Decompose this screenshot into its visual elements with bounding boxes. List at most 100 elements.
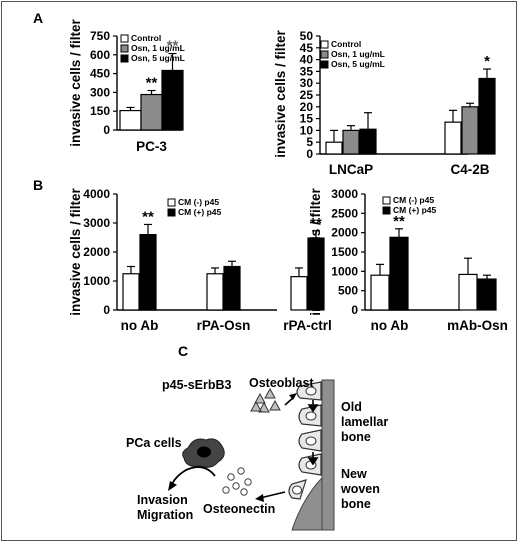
legend-swatch: [120, 44, 129, 53]
y-axis-label: invasive cells / filter: [68, 18, 83, 146]
bar: [478, 77, 496, 155]
bar: [477, 278, 497, 311]
bar: [389, 236, 409, 311]
osteonectin-arrow: [255, 491, 286, 502]
y-tick-label: 40: [300, 53, 314, 67]
legend-label: Control: [331, 39, 361, 49]
category-label: LNCaP: [329, 162, 373, 177]
y-tick-label: 600: [90, 48, 110, 62]
new-bone-growth: [291, 476, 323, 531]
panel-label-a: A: [33, 10, 43, 26]
legend-swatch: [320, 60, 329, 69]
y-tick-label: 2500: [331, 206, 358, 220]
bar: [359, 128, 377, 155]
legend-swatch: [320, 40, 329, 49]
label-old-bone-2: lamellar: [341, 415, 388, 429]
legend-label: Osn, 5 ug/mL: [131, 53, 185, 63]
differentiation-arrows: [307, 400, 319, 466]
bar: [370, 274, 390, 311]
bar: [444, 121, 462, 155]
significance-mark: **: [146, 75, 158, 92]
y-tick-label: 5: [306, 135, 313, 149]
label-old-bone-1: Old: [341, 400, 362, 414]
y-tick-label: 30: [300, 76, 314, 90]
y-tick-label: 500: [338, 284, 358, 298]
significance-mark: **: [142, 208, 154, 225]
y-tick-label: 35: [300, 64, 314, 78]
bar: [458, 273, 478, 311]
label-new-bone-1: New: [341, 467, 367, 481]
y-tick-label: 2000: [83, 245, 110, 259]
y-tick-label: 0: [306, 147, 313, 161]
y-tick-label: 2000: [331, 226, 358, 240]
y-tick-label: 0: [351, 303, 358, 317]
chart-3: 0 500 1000 1500 2000 2500 3000 invasive cells /…: [308, 187, 508, 333]
label-old-bone-3: bone: [341, 430, 371, 444]
osteoblast-cell: [298, 429, 322, 452]
legend-swatch: [382, 206, 391, 215]
category-label: no Ab: [371, 318, 409, 333]
y-tick-label: 15: [300, 112, 314, 126]
bar: [206, 273, 224, 311]
invasion-arrow: [168, 466, 216, 491]
y-tick-label: 300: [90, 85, 110, 99]
y-tick-label: 150: [90, 104, 110, 118]
label-new-bone-3: bone: [341, 497, 371, 511]
osteoblast-cell: [298, 453, 322, 476]
legend-label: Osn, 1 ug/mL: [131, 43, 185, 53]
legend-swatch: [120, 34, 129, 43]
y-tick-label: 450: [90, 67, 110, 81]
legend-label: CM (-) p45: [393, 195, 434, 205]
bar: [290, 276, 308, 311]
category-label: mAb-Osn: [447, 318, 508, 333]
pca-cell: [182, 438, 225, 468]
bar: [140, 93, 163, 131]
bar: [122, 273, 140, 311]
legend-swatch: [167, 198, 176, 207]
y-axis-label: invasive cells / filter: [68, 187, 83, 315]
bone-matrix: [321, 379, 335, 531]
chart-0: 0 150 300 450 600 750 invasive cells / filter P…: [68, 18, 185, 154]
legend-label: Osn, 5 ug/mL: [331, 59, 385, 69]
bar: [342, 129, 360, 155]
y-axis-label: invasive cells / filter: [273, 29, 288, 157]
category-label: rPA-Osn: [197, 318, 251, 333]
y-tick-label: 20: [300, 100, 314, 114]
legend-swatch: [382, 196, 391, 205]
legend-label: CM (-) p45: [178, 197, 219, 207]
legend-label: Control: [131, 33, 161, 43]
osteoblast-cell: [298, 404, 322, 427]
label-osteoblast: Osteoblast: [249, 376, 314, 390]
y-tick-label: 50: [300, 29, 314, 43]
significance-mark: **: [310, 215, 322, 232]
y-tick-label: 750: [90, 29, 110, 43]
legend-swatch: [320, 50, 329, 59]
significance-mark: **: [167, 38, 179, 55]
panel-label-c: C: [178, 343, 188, 359]
y-tick-label: 1500: [331, 245, 358, 259]
label-invasion: Invasion: [137, 493, 188, 507]
y-tick-label: 1000: [331, 264, 358, 278]
osteoblast-diagram: Osteoblast p45-sErbB3 Old lamellar bone …: [126, 376, 388, 531]
label-new-bone-2: woven: [340, 482, 380, 496]
legend-label: Osn, 1 ug/mL: [331, 49, 385, 59]
significance-mark: **: [393, 213, 405, 230]
y-tick-label: 45: [300, 41, 314, 55]
y-tick-label: 0: [103, 303, 110, 317]
label-osteonectin: Osteonectin: [203, 502, 275, 516]
bar: [119, 109, 142, 131]
y-tick-label: 25: [300, 88, 314, 102]
osteoblast-cell: [288, 479, 307, 500]
bar: [461, 106, 479, 155]
bar: [139, 234, 157, 311]
y-tick-label: 1000: [83, 274, 110, 288]
y-axis-label: invasive cells / filter: [308, 187, 323, 315]
y-tick-label: 3000: [83, 216, 110, 230]
category-label: no Ab: [121, 318, 159, 333]
label-migration: Migration: [137, 508, 193, 522]
